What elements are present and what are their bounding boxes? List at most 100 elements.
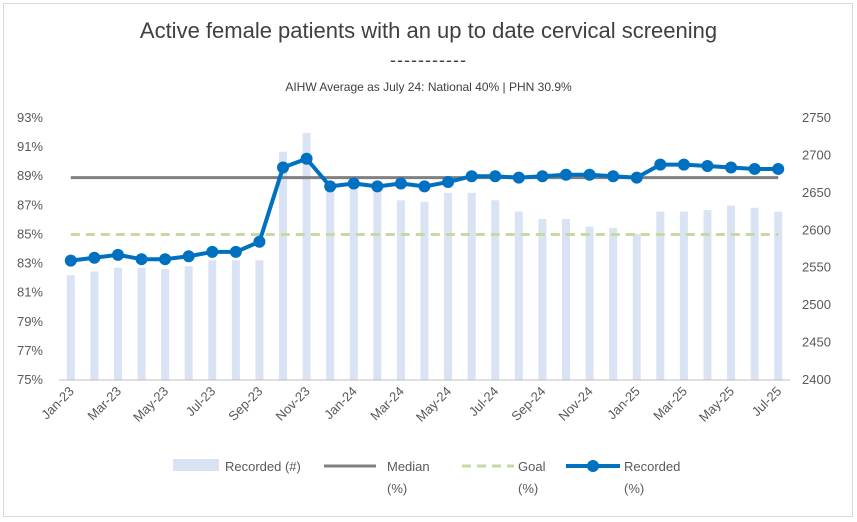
recorded-percent-point <box>347 177 360 190</box>
recorded-percent-point <box>465 170 478 183</box>
x-tick-label: Nov-24 <box>555 384 595 424</box>
x-tick-label: Mar-24 <box>367 384 407 424</box>
bar-recorded-count <box>444 192 453 380</box>
recorded-percent-point <box>159 253 172 266</box>
bar-recorded-count <box>774 211 783 380</box>
recorded-percent-point <box>701 160 714 173</box>
bar-recorded-count <box>90 271 99 380</box>
chart-subtitle: AIHW Average as July 24: National 40% | … <box>285 80 572 94</box>
bar-recorded-count <box>727 205 736 380</box>
legend-label: Recorded (#) <box>225 459 301 474</box>
bar-recorded-count <box>632 234 641 380</box>
x-tick-label: Mar-25 <box>650 384 690 424</box>
bar-recorded-count <box>585 226 594 380</box>
recorded-percent-point <box>559 168 572 181</box>
x-tick-label: Jan-24 <box>321 384 360 423</box>
bar-recorded-count <box>514 211 523 380</box>
bar-recorded-count <box>679 211 688 380</box>
y-left-tick-label: 77% <box>17 343 43 358</box>
bar-recorded-count <box>349 185 358 380</box>
recorded-percent-point <box>748 162 761 175</box>
y-right-tick-label: 2650 <box>802 185 831 200</box>
y-left-tick-label: 75% <box>17 372 43 387</box>
bar-recorded-count <box>396 200 405 380</box>
recorded-percent-point <box>253 235 266 248</box>
bar-recorded-count <box>184 266 193 380</box>
recorded-percent-point <box>607 170 620 183</box>
chart-title: Active female patients with an up to dat… <box>139 18 718 43</box>
y-right-tick-label: 2750 <box>802 110 831 125</box>
recorded-percent-point <box>182 250 195 263</box>
recorded-percent-point <box>324 180 337 193</box>
recorded-percent-point <box>512 171 525 184</box>
bar-recorded-count <box>231 260 240 380</box>
bar-recorded-count <box>302 132 311 380</box>
recorded-percent-point <box>88 251 101 264</box>
x-tick-label: Jul-23 <box>183 384 219 420</box>
legend-label-unit: (%) <box>624 481 644 496</box>
recorded-percent-point <box>135 253 148 266</box>
y-left-tick-label: 79% <box>17 314 43 329</box>
bar-recorded-count <box>326 181 335 380</box>
x-tick-label: Jul-25 <box>749 384 785 420</box>
bar-recorded-count <box>66 275 75 380</box>
recorded-percent-point <box>654 158 667 171</box>
recorded-percent-point <box>677 158 690 171</box>
x-tick-label: May-23 <box>130 384 171 425</box>
recorded-percent-point <box>583 168 596 181</box>
bar-recorded-count <box>208 260 217 380</box>
x-tick-label: Mar-23 <box>84 384 124 424</box>
bar-recorded-count <box>420 201 429 380</box>
recorded-percent-point <box>64 254 77 267</box>
y-left-tick-label: 81% <box>17 285 43 300</box>
bar-recorded-count <box>467 192 476 380</box>
legend-swatch-bar <box>173 459 219 471</box>
bar-recorded-count <box>373 187 382 380</box>
x-tick-label: Sep-24 <box>508 384 548 424</box>
y-left-tick-label: 83% <box>17 256 43 271</box>
legend-label: Median <box>387 459 430 474</box>
recorded-percent-point <box>630 171 643 184</box>
y-left-tick-label: 85% <box>17 226 43 241</box>
bar-recorded-count <box>279 151 288 380</box>
recorded-percent-point <box>229 245 242 258</box>
bar-recorded-count <box>491 200 500 380</box>
bar-recorded-count <box>609 228 618 380</box>
recorded-percent-point <box>111 248 124 261</box>
y-left-tick-label: 91% <box>17 139 43 154</box>
y-left-tick-label: 87% <box>17 197 43 212</box>
recorded-percent-point <box>772 162 785 175</box>
legend-label: Recorded <box>624 459 680 474</box>
recorded-percent-point <box>418 180 431 193</box>
x-tick-label: Jul-24 <box>466 384 502 420</box>
recorded-percent-point <box>394 177 407 190</box>
x-tick-label: Jan-25 <box>604 384 643 423</box>
y-right-tick-label: 2550 <box>802 260 831 275</box>
legend-label-unit: (%) <box>518 481 538 496</box>
bar-recorded-count <box>113 267 122 380</box>
x-tick-label: Jan-23 <box>38 384 77 423</box>
y-right-tick-label: 2450 <box>802 335 831 350</box>
recorded-percent-point <box>371 180 384 193</box>
bar-recorded-count <box>161 269 170 380</box>
y-right-tick-label: 2500 <box>802 297 831 312</box>
x-tick-label: May-25 <box>696 384 737 425</box>
legend-label-unit: (%) <box>387 481 407 496</box>
recorded-percent-point <box>277 161 290 174</box>
bar-recorded-count <box>656 211 665 380</box>
legend-swatch-recorded-marker <box>587 460 599 472</box>
y-left-tick-label: 89% <box>17 168 43 183</box>
y-right-tick-label: 2400 <box>802 372 831 387</box>
bar-recorded-count <box>255 260 264 380</box>
recorded-percent-point <box>442 176 455 189</box>
x-tick-label: May-24 <box>413 384 454 425</box>
y-right-tick-label: 2600 <box>802 222 831 237</box>
x-tick-label: Sep-23 <box>225 384 265 424</box>
recorded-percent-point <box>300 152 313 165</box>
bar-recorded-count <box>538 219 547 380</box>
legend-label: Goal <box>518 459 546 474</box>
title-separator: ----------- <box>390 50 467 70</box>
recorded-percent-point <box>725 161 738 174</box>
x-tick-label: Nov-23 <box>272 384 312 424</box>
